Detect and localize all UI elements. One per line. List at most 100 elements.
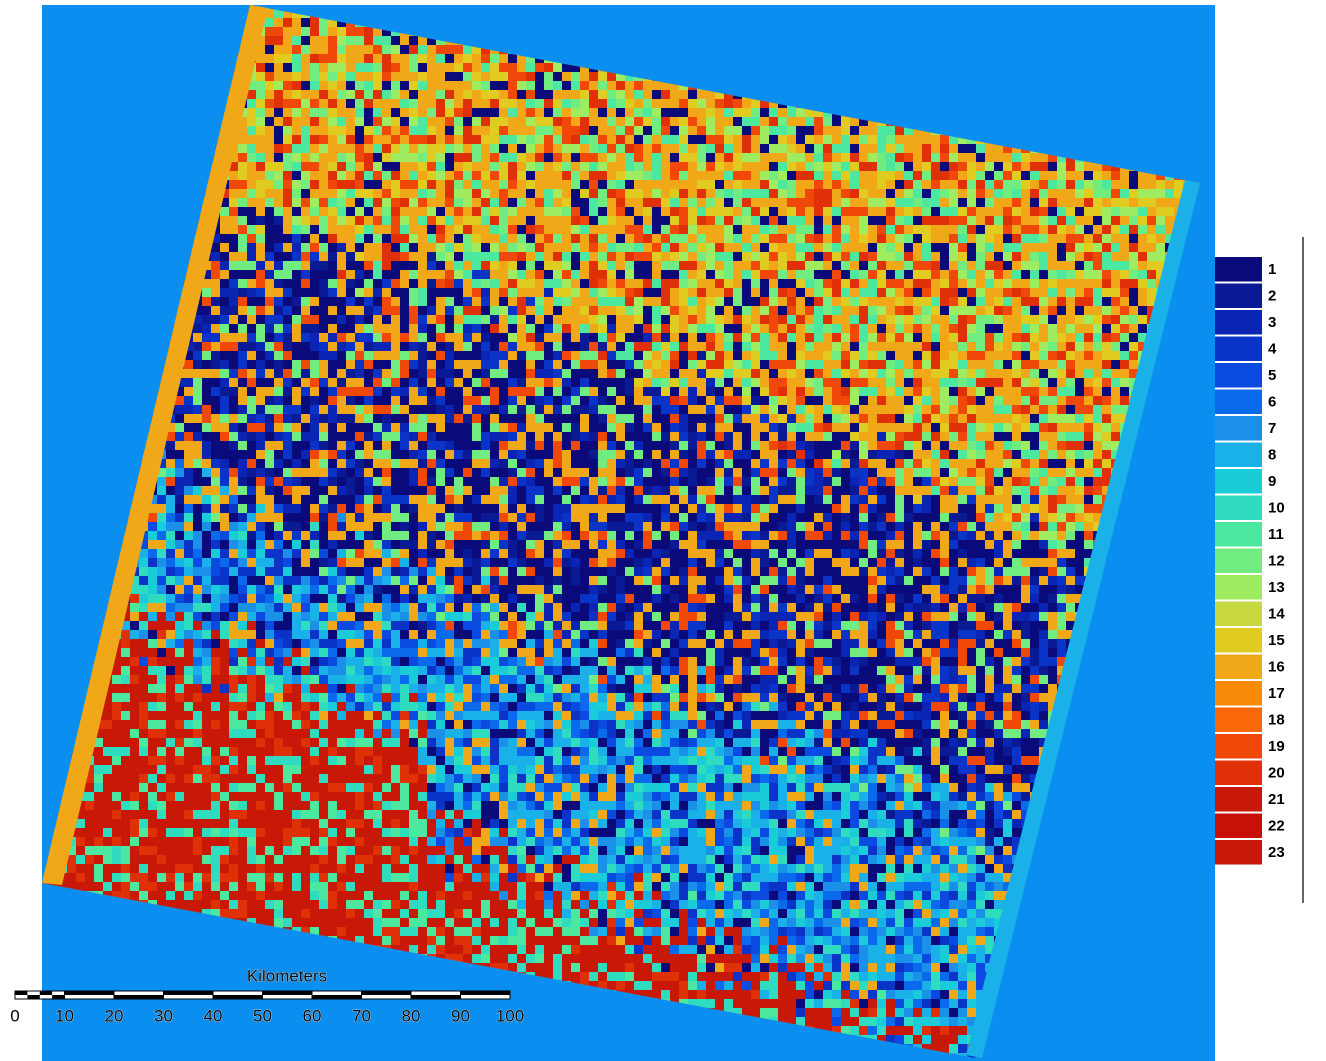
raster-cell — [877, 216, 886, 225]
raster-cell — [697, 144, 706, 153]
raster-cell — [481, 270, 490, 279]
raster-cell — [382, 27, 391, 36]
raster-cell — [553, 144, 562, 153]
raster-cell — [337, 180, 346, 189]
raster-cell — [229, 279, 238, 288]
raster-cell — [787, 270, 796, 279]
raster-cell — [643, 279, 652, 288]
raster-cell — [364, 252, 373, 261]
raster-cell — [319, 162, 328, 171]
raster-cell — [499, 207, 508, 216]
raster-cell — [418, 117, 427, 126]
raster-cell — [697, 216, 706, 225]
raster-cell — [382, 135, 391, 144]
raster-cell — [391, 288, 400, 297]
raster-cell — [445, 261, 454, 270]
raster-cell — [841, 198, 850, 207]
raster-cell — [931, 306, 940, 315]
raster-cell — [391, 99, 400, 108]
raster-cell — [832, 333, 841, 342]
raster-cell — [1093, 333, 1102, 342]
raster-cell — [418, 126, 427, 135]
raster-cell — [1102, 162, 1111, 171]
raster-cell — [724, 117, 733, 126]
raster-cell — [688, 108, 697, 117]
raster-cell — [823, 198, 832, 207]
raster-cell — [706, 144, 715, 153]
raster-cell — [634, 207, 643, 216]
raster-cell — [670, 252, 679, 261]
raster-cell — [895, 234, 904, 243]
raster-cell — [751, 279, 760, 288]
raster-cell — [697, 297, 706, 306]
raster-cell — [1075, 315, 1084, 324]
raster-cell — [463, 171, 472, 180]
raster-cell — [1057, 171, 1066, 180]
raster-cell — [265, 225, 274, 234]
raster-cell — [634, 252, 643, 261]
raster-cell — [382, 54, 391, 63]
raster-cell — [508, 234, 517, 243]
raster-cell — [346, 90, 355, 99]
raster-cell — [391, 324, 400, 333]
raster-cell — [778, 180, 787, 189]
raster-cell — [427, 99, 436, 108]
raster-cell — [535, 333, 544, 342]
raster-cell — [472, 99, 481, 108]
raster-cell — [616, 288, 625, 297]
raster-cell — [454, 225, 463, 234]
raster-cell — [940, 171, 949, 180]
raster-cell — [742, 324, 751, 333]
raster-cell — [688, 126, 697, 135]
raster-cell — [976, 162, 985, 171]
raster-cell — [499, 315, 508, 324]
raster-cell — [1066, 171, 1075, 180]
raster-cell — [913, 306, 922, 315]
raster-cell — [607, 162, 616, 171]
raster-cell — [1111, 243, 1120, 252]
raster-cell — [508, 342, 517, 351]
raster-cell — [859, 117, 868, 126]
raster-cell — [760, 216, 769, 225]
raster-cell — [355, 144, 364, 153]
raster-cell — [769, 126, 778, 135]
raster-cell — [742, 216, 751, 225]
raster-cell — [805, 135, 814, 144]
raster-cell — [409, 207, 418, 216]
raster-cell — [193, 315, 202, 324]
raster-cell — [976, 297, 985, 306]
raster-cell — [796, 189, 805, 198]
raster-cell — [508, 81, 517, 90]
raster-cell — [580, 144, 589, 153]
raster-cell — [409, 198, 418, 207]
raster-cell — [1120, 279, 1129, 288]
raster-cell — [256, 90, 265, 99]
raster-cell — [418, 234, 427, 243]
raster-cell — [1057, 252, 1066, 261]
raster-cell — [265, 234, 274, 243]
raster-cell — [517, 324, 526, 333]
raster-cell — [733, 207, 742, 216]
raster-cell — [922, 180, 931, 189]
raster-cell — [427, 297, 436, 306]
raster-cell — [1057, 162, 1066, 171]
raster-cell — [931, 261, 940, 270]
raster-cell — [625, 72, 634, 81]
raster-cell — [526, 270, 535, 279]
raster-cell — [904, 180, 913, 189]
raster-cell — [517, 243, 526, 252]
raster-cell — [670, 234, 679, 243]
raster-cell — [940, 198, 949, 207]
raster-cell — [256, 126, 265, 135]
raster-cell — [265, 18, 274, 27]
raster-cell — [589, 126, 598, 135]
raster-cell — [310, 81, 319, 90]
raster-cell — [742, 279, 751, 288]
raster-cell — [715, 189, 724, 198]
raster-cell — [1084, 252, 1093, 261]
raster-cell — [1084, 270, 1093, 279]
raster-cell — [589, 333, 598, 342]
raster-cell — [544, 306, 553, 315]
raster-cell — [958, 315, 967, 324]
raster-cell — [463, 225, 472, 234]
